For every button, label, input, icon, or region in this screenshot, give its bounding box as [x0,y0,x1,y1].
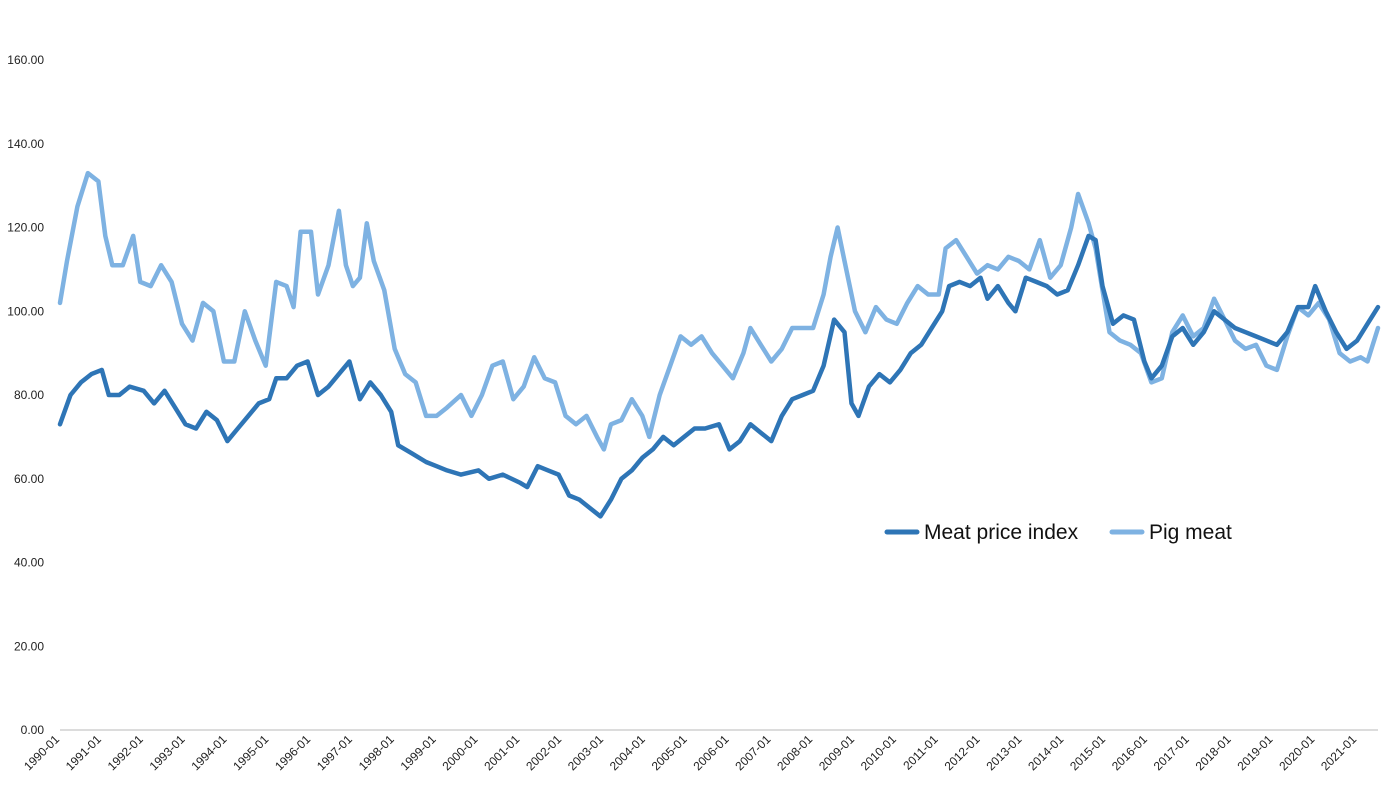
y-tick-label: 0.00 [21,723,45,737]
x-tick-label: 1990-01 [21,732,62,773]
x-tick-label: 2006-01 [691,732,732,773]
x-tick-label: 1992-01 [105,732,146,773]
legend-label: Pig meat [1149,521,1232,544]
x-tick-label: 2009-01 [816,732,857,773]
legend-item-meat-price-index: Meat price index [884,521,1079,544]
x-tick-label: 1999-01 [398,732,439,773]
series-layer [57,170,1381,519]
x-axis: 1990-01 1991-01 1992-01 1993-01 1994-01 1995-… [21,729,1378,773]
y-tick-label: 20.00 [14,639,44,653]
x-tick-label: 2001-01 [481,732,522,773]
x-tick-label: 2000-01 [439,732,480,773]
x-tick-label: 2013-01 [983,732,1024,773]
x-tick-label: 2018-01 [1193,732,1234,773]
y-tick-label: 60.00 [14,472,44,486]
x-tick-label: 2020-01 [1276,732,1317,773]
x-tick-label: 2005-01 [649,732,690,773]
y-axis: 0.00 20.00 40.00 60.00 80.00 100.00 120.00 140.… [7,53,44,737]
x-tick-label: 2010-01 [858,732,899,773]
x-tick-label: 1998-01 [356,732,397,773]
x-tick-label: 1993-01 [147,732,188,773]
x-tick-label: 2014-01 [1025,732,1066,773]
x-tick-label: 2012-01 [942,732,983,773]
x-tick-label: 1994-01 [188,732,229,773]
x-tick-label: 2002-01 [523,732,564,773]
x-tick-label: 2008-01 [774,732,815,773]
y-tick-label: 160.00 [7,53,44,67]
x-tick-label: 2004-01 [607,732,648,773]
y-tick-label: 80.00 [14,388,44,402]
y-tick-label: 40.00 [14,556,44,570]
x-tick-label: 2016-01 [1109,732,1150,773]
legend: Meat price index Pig meat [884,521,1232,544]
y-tick-label: 140.00 [7,137,44,151]
x-tick-label: 2015-01 [1067,732,1108,773]
y-tick-label: 100.00 [7,304,44,318]
legend-item-pig-meat: Pig meat [1109,521,1232,544]
x-tick-label: 1997-01 [314,732,355,773]
x-tick-label: 2007-01 [732,732,773,773]
x-tick-label: 1991-01 [63,732,104,773]
x-tick-label: 1995-01 [230,732,271,773]
x-tick-label: 2021-01 [1318,732,1359,773]
x-tick-label: 2019-01 [1234,732,1275,773]
x-tick-label: 2003-01 [565,732,606,773]
x-tick-label: 2017-01 [1151,732,1192,773]
legend-label: Meat price index [924,521,1079,544]
series-line-meat-price-index [57,233,1381,519]
y-tick-label: 120.00 [7,221,44,235]
x-tick-label: 1996-01 [272,732,313,773]
x-tick-label: 2011-01 [900,732,941,773]
